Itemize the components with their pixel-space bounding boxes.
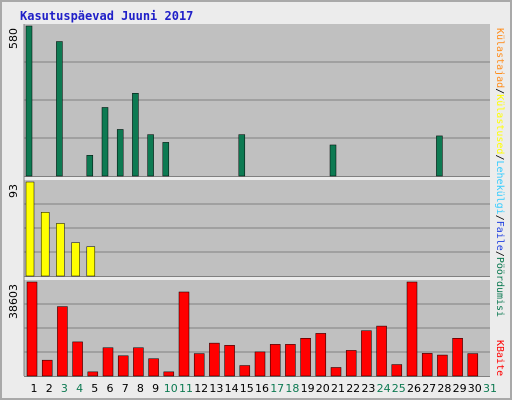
bar-kbytes-day-22 (345, 350, 357, 377)
x-tick-day-5: 5 (91, 382, 98, 395)
bar-kbytes-day-29 (452, 338, 463, 377)
bar-kbytes-day-14 (224, 345, 235, 377)
bar-kbytes-day-19 (300, 338, 311, 377)
y-max-label-2: 93 (7, 184, 20, 198)
bar-kbytes-day-4 (72, 341, 83, 377)
x-tick-day-18: 18 (285, 382, 299, 395)
x-tick-day-14: 14 (225, 382, 239, 395)
bar-kbytes-day-25 (391, 364, 403, 377)
bar-kbytes-day-3 (57, 306, 68, 377)
x-tick-day-7: 7 (122, 382, 129, 395)
y-max-label-1: 580 (7, 28, 20, 49)
bar-hits-day-8 (132, 92, 139, 177)
x-tick-day-29: 29 (453, 382, 467, 395)
x-tick-day-13: 13 (209, 382, 223, 395)
x-tick-day-21: 21 (331, 382, 345, 395)
x-tick-day-22: 22 (346, 382, 360, 395)
bar-hits-day-5 (86, 155, 94, 177)
x-tick-day-15: 15 (240, 382, 254, 395)
legend-entry: Külastajad (494, 28, 505, 88)
legend-entry: KBaite (494, 340, 505, 376)
legend-kbytes: KBaite (494, 340, 505, 376)
bar-kbytes-day-16 (254, 351, 266, 377)
bar-kbytes-day-11 (178, 291, 190, 377)
bar-visits-day-1 (25, 181, 35, 277)
x-tick-day-26: 26 (407, 382, 421, 395)
bar-kbytes-day-8 (133, 347, 144, 377)
bar-hits-day-28 (436, 135, 443, 177)
bar-visits-day-3 (56, 223, 65, 277)
bar-hits-day-21 (329, 144, 337, 177)
bar-kbytes-day-24 (376, 325, 387, 377)
bar-hits-day-9 (147, 134, 154, 177)
x-tick-day-4: 4 (76, 382, 83, 395)
x-tick-day-1: 1 (31, 382, 38, 395)
bar-kbytes-day-18 (285, 344, 296, 377)
bar-hits-day-3 (56, 41, 63, 177)
x-tick-day-11: 11 (179, 382, 193, 395)
bar-kbytes-day-5 (87, 371, 99, 377)
bar-visits-day-2 (40, 212, 50, 277)
bar-kbytes-day-28 (437, 354, 448, 377)
x-tick-day-20: 20 (316, 382, 330, 395)
bar-kbytes-day-6 (102, 347, 114, 377)
bar-kbytes-day-12 (193, 353, 205, 377)
x-tick-day-10: 10 (164, 382, 178, 395)
x-tick-day-31: 31 (483, 382, 497, 395)
bar-hits-day-10 (162, 142, 170, 177)
bar-hits-day-1 (25, 25, 33, 177)
bar-kbytes-day-7 (117, 355, 129, 377)
bar-kbytes-day-27 (421, 353, 433, 377)
x-tick-day-28: 28 (437, 382, 451, 395)
x-tick-day-6: 6 (107, 382, 114, 395)
bar-hits-day-15 (238, 134, 246, 177)
bar-kbytes-day-15 (239, 365, 251, 377)
bar-hits-day-6 (101, 107, 109, 177)
x-tick-day-30: 30 (468, 382, 482, 395)
bar-kbytes-day-9 (148, 358, 159, 377)
bar-visits-day-4 (71, 242, 80, 277)
bar-kbytes-day-17 (269, 344, 281, 377)
x-tick-day-8: 8 (137, 382, 144, 395)
x-tick-day-19: 19 (301, 382, 315, 395)
x-tick-day-24: 24 (377, 382, 391, 395)
legend-entry: Külastused (494, 94, 505, 154)
x-tick-day-2: 2 (46, 382, 53, 395)
x-tick-day-23: 23 (361, 382, 375, 395)
bar-kbytes-day-20 (315, 333, 327, 377)
bar-kbytes-day-2 (41, 359, 53, 377)
bar-kbytes-day-21 (330, 367, 342, 377)
bar-kbytes-day-13 (209, 342, 220, 377)
bar-kbytes-day-23 (361, 330, 372, 377)
x-tick-day-27: 27 (422, 382, 436, 395)
x-tick-day-9: 9 (152, 382, 159, 395)
bar-kbytes-day-26 (406, 281, 418, 377)
x-tick-day-16: 16 (255, 382, 269, 395)
bar-hits-day-7 (116, 129, 124, 177)
chart-title: Kasutuspäevad Juuni 2017 (20, 9, 194, 23)
legend-traffic: Külastajad/Külastused/Lehekülgi/Faile/Pö… (494, 28, 505, 317)
legend-entry: Pöördumisi (494, 257, 505, 317)
legend-entry: Lehekülgi (494, 161, 505, 215)
bar-kbytes-day-30 (467, 353, 479, 377)
x-tick-day-12: 12 (194, 382, 208, 395)
bar-visits-day-5 (86, 246, 96, 277)
y-max-label-3: 38603 (7, 284, 20, 319)
x-tick-day-25: 25 (392, 382, 406, 395)
x-tick-day-17: 17 (270, 382, 284, 395)
bar-kbytes-day-10 (163, 371, 175, 377)
legend-entry: Faile (494, 221, 505, 251)
bar-kbytes-day-1 (26, 281, 38, 377)
x-tick-day-3: 3 (61, 382, 68, 395)
